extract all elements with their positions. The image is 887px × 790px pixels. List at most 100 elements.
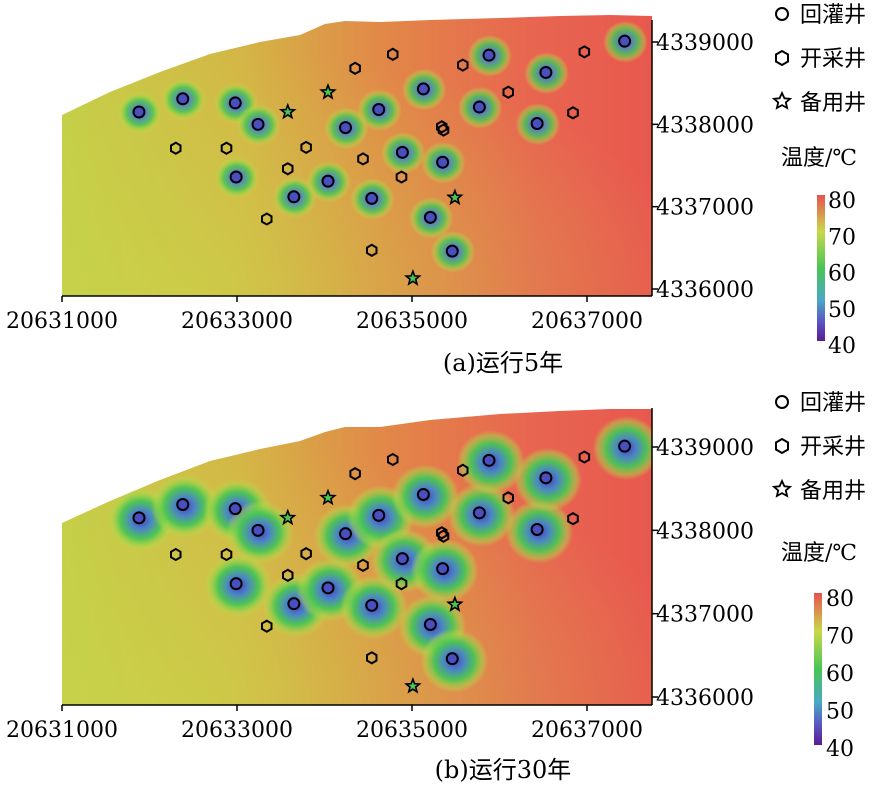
production-well [578, 45, 591, 59]
production-well [366, 243, 378, 257]
x-tick-label: 20633000 [181, 309, 293, 334]
legend-injection-label: 回灌井 [800, 3, 866, 28]
injection-well [539, 65, 553, 79]
y-tick-label: 4337000 [656, 196, 754, 221]
x-tick-label: 20633000 [181, 718, 293, 743]
panel-caption: (a)运行5年 [443, 349, 563, 377]
injection-well [416, 488, 430, 501]
production-well [387, 452, 399, 467]
injection-well [618, 34, 632, 48]
production-well [578, 450, 591, 464]
x-tick-label: 20635000 [356, 309, 468, 334]
production-well [457, 58, 469, 72]
injection-well [229, 577, 243, 591]
standby-marker [771, 90, 793, 110]
colorbar-gradient [814, 593, 822, 745]
standby-well [279, 508, 297, 526]
injection-well [339, 527, 352, 541]
colorbar-tick-label: 60 [826, 662, 854, 687]
injection-well [423, 210, 437, 224]
injection-marker [775, 395, 789, 409]
colorbar-tick-label: 80 [828, 189, 856, 214]
injection-well [176, 498, 190, 511]
injection-well [251, 117, 265, 131]
colorbar-a: 温度/℃ 80 70 60 50 40 [781, 146, 857, 359]
injection-well [251, 523, 265, 537]
production-well [395, 577, 408, 591]
injection-well [530, 117, 544, 131]
colorbar-b: 温度/℃ 80 70 60 50 40 [781, 541, 857, 762]
injection-well [618, 439, 632, 453]
x-tick-label: 20637000 [531, 309, 643, 334]
colorbar-tick-label: 50 [828, 298, 856, 323]
colorbar-gradient [817, 195, 825, 341]
production-well [261, 619, 273, 633]
colorbar-tick-label: 80 [826, 587, 854, 612]
production-well [437, 123, 450, 137]
injection-well [321, 174, 335, 188]
injection-well [423, 618, 437, 631]
x-tick-label: 20631000 [6, 309, 118, 334]
legend-standby-label: 备用井 [800, 91, 866, 116]
legend-a: 回灌井 开采井 备用井 [771, 3, 866, 116]
y-tick-label: 4338000 [656, 519, 754, 544]
injection-well [482, 453, 496, 467]
injection-well [228, 96, 242, 110]
x-tick-label: 20637000 [531, 718, 643, 743]
production-well [437, 529, 450, 543]
production-marker [775, 437, 789, 455]
injection-well [395, 145, 409, 159]
y-tick-label: 4336000 [656, 278, 754, 303]
injection-well [445, 244, 459, 258]
injection-well [445, 652, 459, 666]
injection-well [229, 170, 243, 184]
colorbar-tick-label: 40 [826, 737, 854, 762]
colorbar-tick-label: 70 [828, 225, 856, 250]
standby-well [319, 488, 337, 506]
production-marker [775, 49, 789, 67]
injection-well [395, 552, 409, 566]
injection-well [365, 598, 379, 612]
production-well [436, 526, 448, 540]
production-well [457, 463, 469, 477]
injection-well [530, 523, 544, 536]
colorbar-tick-label: 50 [826, 700, 854, 725]
colorbar-tick-label: 40 [828, 334, 856, 359]
injection-well [472, 506, 486, 520]
injection-well [228, 502, 242, 516]
colorbar-title: 温度/℃ [781, 146, 857, 171]
y-tick-label: 4339000 [656, 436, 754, 461]
standby-well [319, 83, 337, 100]
wells [132, 34, 632, 286]
injection-well [321, 581, 335, 595]
y-tick-label: 4337000 [656, 603, 754, 628]
production-well [170, 547, 182, 562]
injection-well [416, 82, 430, 96]
standby-well [404, 269, 422, 286]
colorbar-title: 温度/℃ [781, 541, 857, 566]
injection-well [132, 105, 146, 119]
production-well [300, 547, 312, 561]
x-tick-label: 20635000 [356, 718, 468, 743]
production-well [567, 106, 579, 120]
injection-well [372, 103, 386, 117]
injection-well [372, 508, 386, 522]
injection-well [365, 191, 379, 205]
colorbar-ticks: 80 70 60 50 40 [828, 189, 856, 359]
legend-production-label: 开采井 [800, 435, 866, 460]
injection-well [472, 100, 486, 114]
colorbar-tick-label: 60 [828, 262, 856, 287]
injection-well [482, 48, 496, 62]
y-tick-label: 4338000 [656, 113, 754, 138]
production-well [502, 85, 514, 99]
injection-well [287, 597, 301, 611]
legend-injection-label: 回灌井 [800, 391, 866, 416]
legend-production-label: 开采井 [800, 47, 866, 72]
production-well [349, 467, 361, 481]
production-well [220, 547, 233, 562]
production-well [436, 120, 448, 134]
panel-a: 20631000 20633000 20635000 20637000 4339000 4… [6, 15, 754, 377]
injection-well [132, 511, 146, 525]
injection-well [176, 92, 190, 106]
